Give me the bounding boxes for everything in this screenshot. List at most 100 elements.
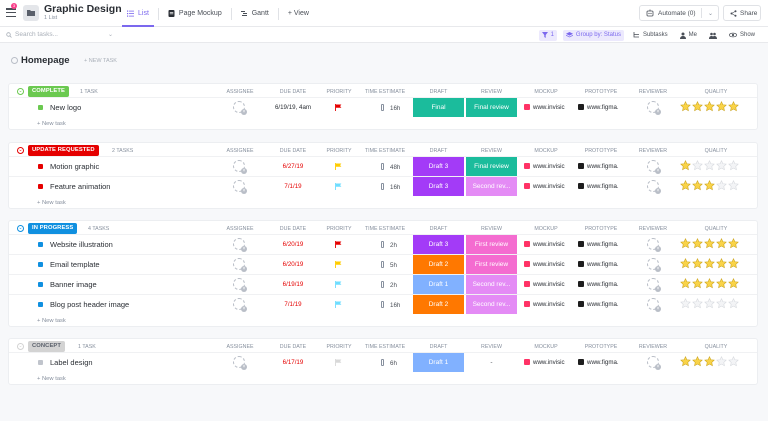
star-icon[interactable]	[692, 278, 703, 289]
review-cell[interactable]: Final review	[466, 157, 517, 176]
draft-cell[interactable]: Draft 3	[413, 177, 464, 196]
collapse-circle-icon[interactable]	[11, 57, 18, 64]
search-input[interactable]: Search tasks...	[6, 31, 58, 38]
due-date[interactable]: 7/1/19	[284, 301, 302, 308]
column-header-estimate[interactable]: TIME ESTIMATE	[364, 226, 406, 232]
star-icon[interactable]	[728, 356, 739, 367]
task-name[interactable]: Email template	[50, 260, 100, 269]
mockup-link[interactable]: www.invisic	[524, 104, 565, 111]
prototype-link[interactable]: www.figma.	[578, 241, 619, 248]
reviewer-avatar-icon[interactable]	[647, 160, 661, 174]
star-icon[interactable]	[704, 278, 715, 289]
priority-flag-icon[interactable]	[335, 261, 342, 268]
share-button[interactable]: Share	[723, 5, 761, 21]
reviewer-avatar-icon[interactable]	[647, 278, 661, 292]
star-icon[interactable]	[680, 298, 691, 309]
column-header-prototype[interactable]: PROTOTYPE	[584, 148, 618, 154]
quality-rating[interactable]	[680, 278, 739, 289]
task-name[interactable]: New logo	[50, 103, 82, 112]
status-badge[interactable]: IN PROGRESS	[28, 223, 78, 234]
assignee-avatar-icon[interactable]	[233, 160, 247, 174]
column-header-prototype[interactable]: PROTOTYPE	[584, 226, 618, 232]
mockup-link[interactable]: www.invisic	[524, 359, 565, 366]
column-header-due[interactable]: DUE DATE	[279, 89, 307, 95]
tab-gantt[interactable]: Gantt	[232, 0, 278, 27]
assignee-avatar-icon[interactable]	[233, 278, 247, 292]
column-header-mockup[interactable]: MOCKUP	[534, 148, 558, 154]
column-header-priority[interactable]: PRIORITY	[326, 89, 352, 95]
new-task-button[interactable]: + New task	[37, 121, 66, 127]
status-square-icon[interactable]	[38, 302, 43, 307]
prototype-link[interactable]: www.figma.	[578, 281, 619, 288]
assignee-avatar-icon[interactable]	[233, 298, 247, 312]
filter-button[interactable]: 1	[538, 29, 557, 41]
column-header-prototype[interactable]: PROTOTYPE	[584, 89, 618, 95]
star-icon[interactable]	[692, 180, 703, 191]
draft-cell[interactable]: Draft 3	[413, 157, 464, 176]
draft-cell[interactable]: Draft 1	[413, 353, 464, 372]
column-header-quality[interactable]: QUALITY	[704, 226, 728, 232]
draft-cell[interactable]: Final	[413, 98, 464, 117]
table-row[interactable]: Feature animation 7/1/19 16h Draft 3Second …	[9, 176, 757, 196]
status-badge[interactable]: UPDATE REQUESTED	[28, 145, 99, 156]
column-header-reviewer[interactable]: REVIEWER	[638, 344, 668, 350]
reviewer-avatar-icon[interactable]	[647, 356, 661, 370]
quality-rating[interactable]	[680, 298, 739, 309]
column-header-mockup[interactable]: MOCKUP	[534, 226, 558, 232]
star-icon[interactable]	[680, 238, 691, 249]
prototype-link[interactable]: www.figma.	[578, 301, 619, 308]
priority-flag-icon[interactable]	[335, 163, 342, 170]
star-icon[interactable]	[716, 258, 727, 269]
column-header-estimate[interactable]: TIME ESTIMATE	[364, 148, 406, 154]
list-title[interactable]: Homepage	[11, 55, 70, 66]
quality-rating[interactable]	[680, 356, 739, 367]
star-icon[interactable]	[728, 160, 739, 171]
table-row[interactable]: Label design 6/17/19 6h Draft 1 - www.invisic…	[9, 352, 757, 372]
column-header-priority[interactable]: PRIORITY	[326, 148, 352, 154]
status-square-icon[interactable]	[38, 105, 43, 110]
star-icon[interactable]	[692, 258, 703, 269]
column-header-assignee[interactable]: ASSIGNEE	[226, 89, 254, 95]
tab-list[interactable]: List	[118, 0, 158, 27]
star-icon[interactable]	[716, 180, 727, 191]
collapse-toggle-icon[interactable]: ⌄	[17, 88, 24, 95]
star-icon[interactable]	[728, 298, 739, 309]
column-header-due[interactable]: DUE DATE	[279, 344, 307, 350]
star-icon[interactable]	[680, 356, 691, 367]
column-header-quality[interactable]: QUALITY	[704, 344, 728, 350]
star-icon[interactable]	[728, 101, 739, 112]
automate-button[interactable]: Automate (0) ⌄	[639, 5, 719, 21]
reviewer-avatar-icon[interactable]	[647, 258, 661, 272]
assignee-avatar-icon[interactable]	[233, 101, 247, 115]
review-cell[interactable]: Second rev...	[466, 295, 517, 314]
prototype-link[interactable]: www.figma.	[578, 261, 619, 268]
mockup-link[interactable]: www.invisic	[524, 163, 565, 170]
column-header-draft[interactable]: DRAFT	[429, 148, 448, 154]
due-date[interactable]: 6/27/19	[282, 163, 304, 170]
column-header-mockup[interactable]: MOCKUP	[534, 89, 558, 95]
review-cell[interactable]: -	[490, 359, 493, 366]
search-dropdown-icon[interactable]: ⌄	[108, 32, 114, 38]
status-square-icon[interactable]	[38, 164, 43, 169]
column-header-assignee[interactable]: ASSIGNEE	[226, 226, 254, 232]
time-estimate[interactable]: 48h	[381, 163, 400, 171]
star-icon[interactable]	[716, 101, 727, 112]
due-date[interactable]: 6/20/19	[282, 261, 304, 268]
time-estimate[interactable]: 2h	[381, 241, 397, 249]
chevron-down-icon[interactable]: ⌄	[707, 11, 713, 17]
star-icon[interactable]	[704, 258, 715, 269]
star-icon[interactable]	[716, 238, 727, 249]
subtasks-button[interactable]: Subtasks	[630, 30, 671, 41]
priority-flag-icon[interactable]	[335, 183, 342, 190]
column-header-review[interactable]: REVIEW	[481, 89, 502, 95]
due-date[interactable]: 6/19/19, 4am	[274, 104, 312, 111]
column-header-review[interactable]: REVIEW	[481, 344, 502, 350]
column-header-reviewer[interactable]: REVIEWER	[638, 226, 668, 232]
star-icon[interactable]	[680, 258, 691, 269]
column-header-reviewer[interactable]: REVIEWER	[638, 148, 668, 154]
draft-cell[interactable]: Draft 1	[413, 275, 464, 294]
mockup-link[interactable]: www.invisic	[524, 281, 565, 288]
menu-icon[interactable]	[6, 8, 16, 18]
